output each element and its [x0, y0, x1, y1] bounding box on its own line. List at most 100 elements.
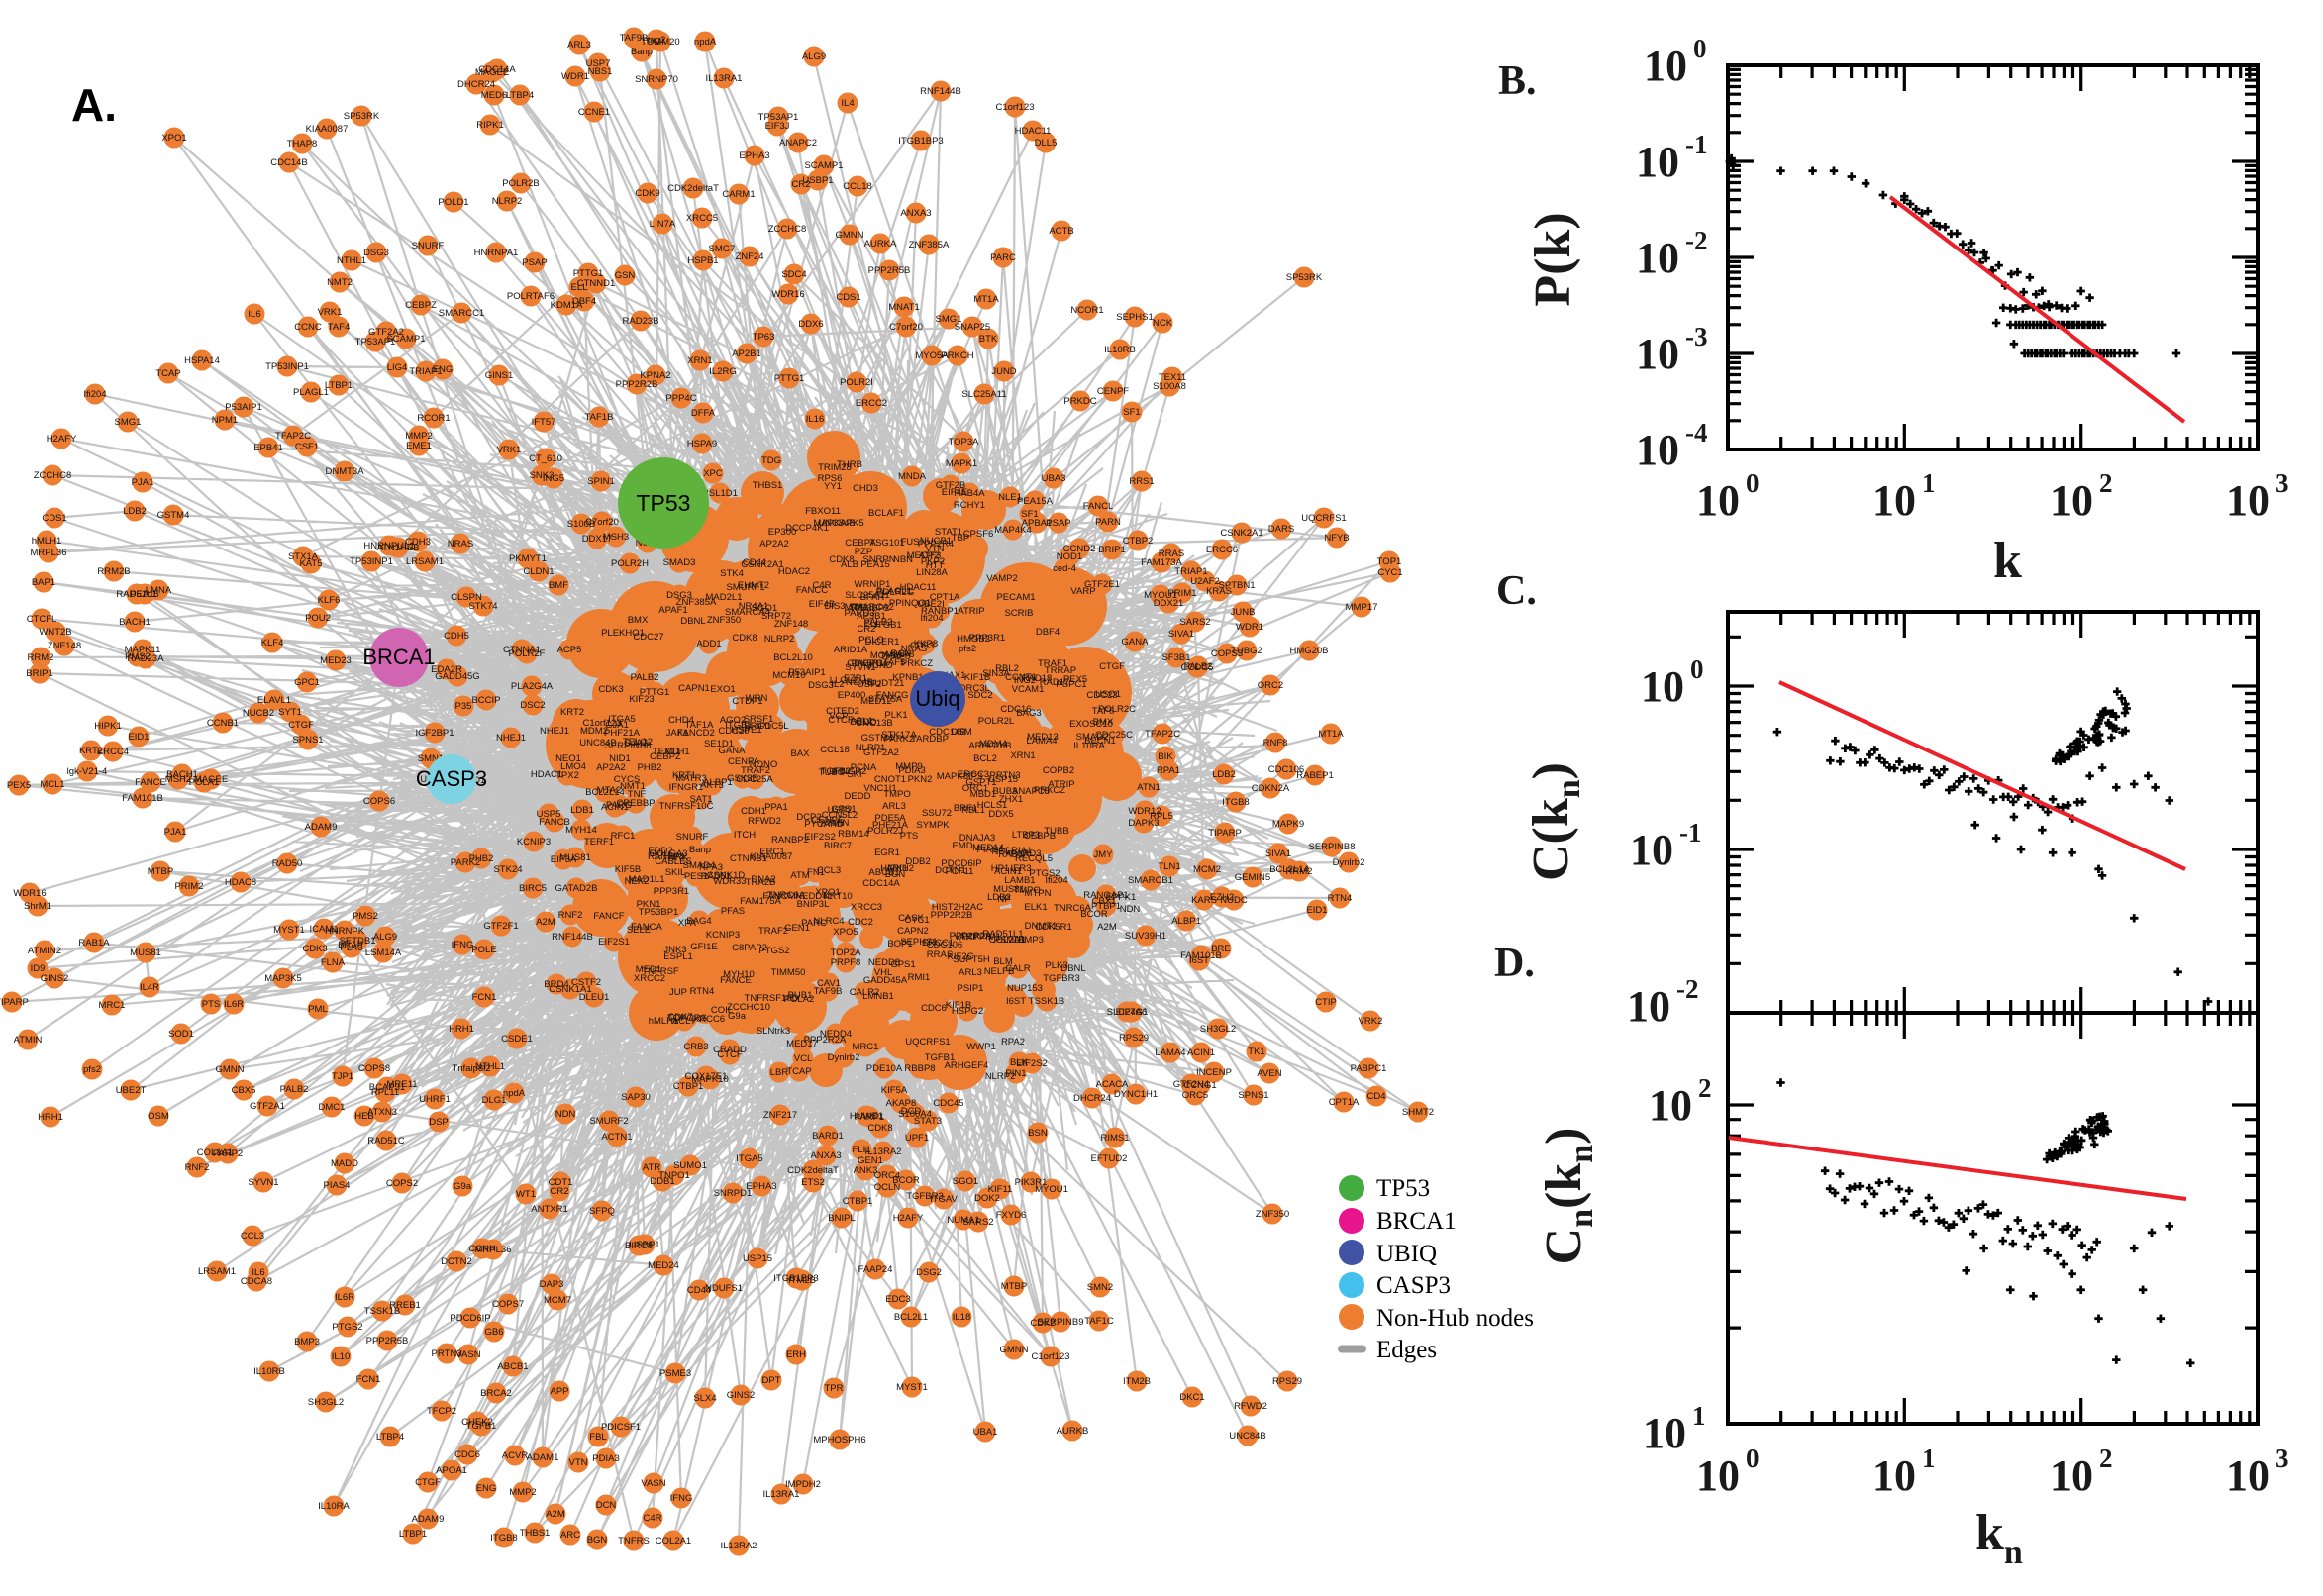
- svg-text:MT1A: MT1A: [1318, 729, 1344, 740]
- svg-text:EID1: EID1: [1306, 905, 1327, 916]
- svg-text:LDB2: LDB2: [123, 506, 147, 517]
- svg-text:TUBG: TUBG: [819, 767, 845, 778]
- svg-text:PIM1: PIM1: [979, 932, 1001, 943]
- svg-text:Non-Hub nodes: Non-Hub nodes: [1376, 1305, 1534, 1332]
- svg-text:HDAC11: HDAC11: [1015, 126, 1052, 137]
- svg-text:ITGAV: ITGAV: [930, 1194, 958, 1205]
- svg-text:ZNF385A: ZNF385A: [909, 240, 950, 250]
- svg-text:APOA1: APOA1: [436, 1465, 467, 1476]
- svg-text:PECAM1: PECAM1: [996, 592, 1035, 603]
- svg-text:U2AF2: U2AF2: [1190, 576, 1220, 587]
- svg-text:GSTM4: GSTM4: [157, 510, 190, 521]
- svg-text:10: 10: [1636, 426, 1679, 474]
- svg-text:SYMPK: SYMPK: [916, 820, 950, 831]
- svg-text:SIN3A: SIN3A: [982, 668, 1010, 679]
- svg-text:10: 10: [1636, 234, 1679, 282]
- svg-text:CCDC5: CCDC5: [1181, 662, 1214, 673]
- svg-text:DSC2: DSC2: [520, 700, 545, 711]
- svg-text:UHRF1: UHRF1: [419, 1094, 451, 1105]
- svg-text:10: 10: [1696, 1451, 1740, 1500]
- svg-text:IL16: IL16: [806, 414, 825, 425]
- svg-text:-4: -4: [1685, 418, 1708, 448]
- svg-text:CSF1: CSF1: [295, 442, 319, 452]
- svg-text:PIAS4: PIAS4: [977, 845, 1004, 855]
- svg-text:VCL: VCL: [794, 1053, 812, 1064]
- svg-text:EHMT2: EHMT2: [738, 580, 769, 591]
- svg-text:WWP1: WWP1: [966, 1042, 996, 1052]
- svg-text:A2M: A2M: [546, 1509, 565, 1520]
- svg-text:RAD51C: RAD51C: [367, 1136, 405, 1147]
- svg-text:DNAJA3: DNAJA3: [960, 833, 995, 844]
- svg-text:FBL: FBL: [589, 1432, 606, 1443]
- svg-text:GINS2: GINS2: [41, 973, 69, 984]
- svg-text:VRK2: VRK2: [1359, 1016, 1383, 1027]
- svg-text:SAP30: SAP30: [621, 1092, 651, 1103]
- svg-text:RNF144B: RNF144B: [920, 86, 961, 97]
- svg-text:APP: APP: [550, 1386, 568, 1397]
- svg-text:ATN1: ATN1: [1137, 782, 1161, 793]
- svg-text:CDK2deltaT: CDK2deltaT: [667, 183, 719, 194]
- svg-text:MRE11: MRE11: [387, 1079, 418, 1090]
- svg-text:ITGB8: ITGB8: [1222, 797, 1249, 808]
- svg-text:P53AIP1: P53AIP1: [788, 667, 826, 678]
- svg-text:CDC23: CDC23: [1086, 690, 1117, 701]
- svg-text:TIPARP: TIPARP: [0, 997, 29, 1008]
- svg-text:CDK9: CDK9: [635, 188, 659, 199]
- svg-text:PTTG1: PTTG1: [774, 373, 805, 384]
- svg-text:TAF1B: TAF1B: [585, 412, 614, 423]
- svg-text:CCL18: CCL18: [820, 745, 850, 755]
- svg-text:TEX11: TEX11: [653, 747, 680, 757]
- svg-text:FLNA: FLNA: [321, 957, 346, 968]
- svg-text:AVEN: AVEN: [1257, 1068, 1281, 1079]
- svg-text:TNPO1: TNPO1: [658, 1170, 690, 1181]
- svg-text:CDH5: CDH5: [444, 631, 469, 642]
- svg-text:LDB1: LDB1: [570, 805, 594, 816]
- svg-text:TCAP: TCAP: [786, 1066, 811, 1077]
- svg-text:POU2: POU2: [305, 613, 331, 624]
- svg-text:CDC6: CDC6: [921, 1003, 947, 1014]
- svg-text:PALB2: PALB2: [280, 1084, 309, 1095]
- svg-text:MMP2: MMP2: [509, 1487, 536, 1498]
- svg-text:TAF1C: TAF1C: [1084, 1316, 1114, 1327]
- svg-text:CYC1: CYC1: [904, 915, 929, 926]
- svg-text:TOP1: TOP1: [1377, 556, 1402, 567]
- svg-text:ATRIP: ATRIP: [1048, 779, 1074, 790]
- svg-text:IL2RG: IL2RG: [709, 366, 736, 377]
- svg-text:ITGA5: ITGA5: [736, 1153, 762, 1164]
- svg-text:WDR16: WDR16: [771, 289, 804, 300]
- svg-text:ADAM9: ADAM9: [412, 1514, 445, 1525]
- svg-text:ANAPC2: ANAPC2: [779, 138, 817, 149]
- svg-text:GADD45G: GADD45G: [435, 671, 479, 682]
- svg-text:SCAMP1: SCAMP1: [804, 160, 843, 171]
- svg-text:RAD51: RAD51: [701, 871, 732, 882]
- svg-text:PEA15A: PEA15A: [1017, 496, 1054, 507]
- svg-text:MTA2: MTA2: [597, 785, 622, 796]
- svg-text:CTNND1: CTNND1: [577, 278, 616, 289]
- svg-text:ANXA3: ANXA3: [900, 208, 931, 219]
- svg-text:ABCB1: ABCB1: [497, 1361, 528, 1372]
- svg-text:DHCR24: DHCR24: [1073, 1093, 1111, 1104]
- svg-text:ITCH: ITCH: [734, 830, 756, 841]
- svg-text:KLF6: KLF6: [318, 595, 341, 606]
- svg-text:MED23: MED23: [320, 655, 352, 666]
- svg-text:ADD1: ADD1: [696, 639, 721, 649]
- svg-text:EPB41: EPB41: [253, 443, 283, 453]
- svg-text:Cn(kn): Cn(kn): [1536, 1128, 1600, 1265]
- svg-text:pfs2: pfs2: [83, 1064, 101, 1075]
- svg-text:THBS1: THBS1: [753, 480, 783, 491]
- svg-text:10: 10: [1643, 1409, 1686, 1457]
- svg-text:PHB2: PHB2: [469, 853, 494, 864]
- svg-text:GMNN: GMNN: [835, 230, 863, 241]
- svg-text:RPA2: RPA2: [1001, 1037, 1025, 1047]
- svg-text:FANCA: FANCA: [631, 922, 662, 933]
- svg-text:RRAS: RRAS: [927, 949, 953, 960]
- svg-text:ACVR: ACVR: [502, 1450, 529, 1461]
- svg-text:1: 1: [1922, 1444, 1936, 1473]
- svg-text:VASN: VASN: [455, 1349, 480, 1360]
- svg-text:STK4: STK4: [720, 568, 744, 579]
- svg-text:MAPK9: MAPK9: [1272, 819, 1304, 830]
- svg-text:ANXA3: ANXA3: [810, 1150, 841, 1161]
- svg-text:PSAP: PSAP: [522, 257, 547, 268]
- svg-text:DFFA: DFFA: [691, 408, 716, 419]
- svg-text:1: 1: [1922, 468, 1936, 498]
